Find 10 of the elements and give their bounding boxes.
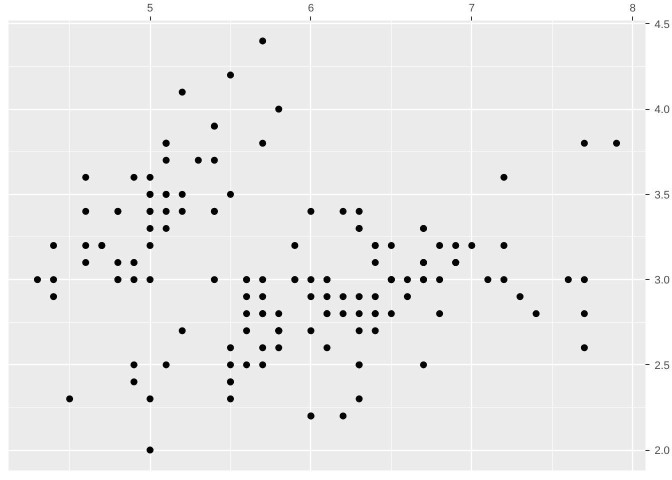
y-tick-label: 4.0 bbox=[654, 104, 670, 116]
x-tick-label: 7 bbox=[468, 2, 475, 14]
y-tick-label: 2.5 bbox=[654, 360, 670, 372]
y-tick-label: 3.5 bbox=[654, 189, 670, 202]
y-tick-label: 2.0 bbox=[654, 445, 670, 458]
x-tick-label: 5 bbox=[146, 2, 154, 14]
x-tick-label: 8 bbox=[630, 2, 636, 14]
y-tick-label: 3.0 bbox=[654, 274, 670, 287]
x-tick-label: 6 bbox=[308, 2, 314, 14]
y-tick-label: 4.5 bbox=[654, 18, 670, 31]
